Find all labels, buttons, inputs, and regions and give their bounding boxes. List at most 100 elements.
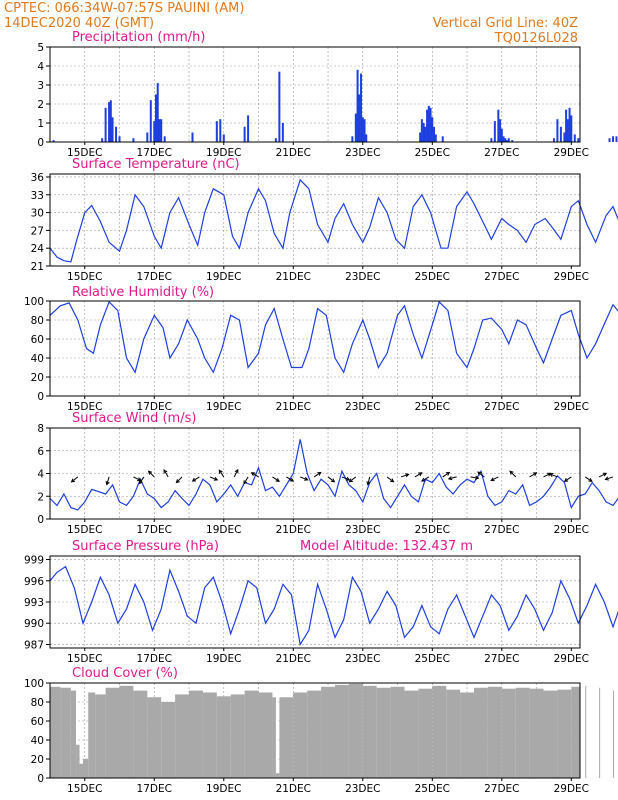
humidity-ytick-label: 20 xyxy=(31,372,44,384)
pressure-ytick-label: 999 xyxy=(24,555,44,567)
cloud-bar xyxy=(362,685,377,778)
cloud-ytick-label: 60 xyxy=(31,716,44,728)
wind-ytick-label: 6 xyxy=(37,446,44,458)
wind-vector xyxy=(529,472,538,478)
cloud-xtick-label: 17DEC xyxy=(137,783,172,795)
precipitation-bar xyxy=(566,119,569,142)
precipitation-bar xyxy=(108,102,111,142)
precipitation-bar xyxy=(163,136,166,142)
precipitation-ytick-label: 2 xyxy=(37,99,44,111)
temperature-xtick-label: 19DEC xyxy=(206,271,241,283)
temperature-panel: Surface Temperature (nC) 21 24 27 30 33 36 15DE… xyxy=(31,157,618,283)
cloud-bar xyxy=(515,687,530,778)
cloud-bar xyxy=(70,690,77,778)
humidity-ytick-label: 100 xyxy=(24,296,44,308)
wind-frame xyxy=(49,427,581,520)
wind-vector xyxy=(218,469,225,478)
temperature-xtick-label: 17DEC xyxy=(137,271,172,283)
pressure-xtick-label: 15DEC xyxy=(67,653,102,665)
temperature-xtick-label: 29DEC xyxy=(554,271,589,283)
cloud-bar xyxy=(119,685,134,778)
precipitation-bar xyxy=(570,115,573,142)
cloud-bar xyxy=(244,690,259,778)
precipitation-bar xyxy=(222,134,225,142)
temperature-xtick-label: 25DEC xyxy=(415,271,450,283)
humidity-line xyxy=(49,300,618,374)
cloud-bar xyxy=(613,690,615,778)
precipitation-bar xyxy=(563,132,566,142)
wind-title: Surface Wind (m/s) xyxy=(72,411,196,426)
wind-vector xyxy=(163,469,169,478)
cloud-bar xyxy=(279,697,294,778)
cloud-bar xyxy=(79,763,84,778)
cloud-xtick-label: 27DEC xyxy=(484,783,519,795)
precipitation-bar xyxy=(422,123,425,142)
cloud-bar xyxy=(334,684,349,778)
cloud-bar xyxy=(599,687,601,778)
wind-ytick-label: 0 xyxy=(37,514,44,526)
humidity-ytick-label: 40 xyxy=(31,353,44,365)
precipitation-bar xyxy=(104,107,107,142)
wind-xtick-label: 17DEC xyxy=(137,524,172,536)
cloud-xtick-label: 21DEC xyxy=(276,783,311,795)
precipitation-bar xyxy=(577,138,580,142)
header-model-id: TQ0126L028 xyxy=(494,31,578,46)
cloud-bar xyxy=(95,694,106,778)
wind-vector xyxy=(133,476,142,482)
precipitation-bar xyxy=(441,136,444,142)
precipitation-bar xyxy=(247,115,250,142)
wind-vector xyxy=(348,476,357,483)
temperature-xtick-label: 27DEC xyxy=(484,271,519,283)
precipitation-ytick-label: 0 xyxy=(37,137,44,149)
cloud-xtick-label: 15DEC xyxy=(67,783,102,795)
precipitation-bar xyxy=(153,121,156,142)
temperature-frame xyxy=(49,173,581,267)
wind-xtick-label: 15DEC xyxy=(67,524,102,536)
precipitation-bar xyxy=(115,126,118,142)
precipitation-bar xyxy=(499,119,502,142)
header-grid-line: Vertical Grid Line: 40Z xyxy=(433,16,578,31)
precipitation-xtick-label: 29DEC xyxy=(554,147,589,159)
precipitation-bar xyxy=(612,136,615,142)
precipitation-frame xyxy=(49,46,581,143)
precipitation-bar xyxy=(431,117,434,142)
pressure-frame xyxy=(49,555,581,649)
cloud-ytick-label: 80 xyxy=(31,697,44,709)
precipitation-xtick-label: 19DEC xyxy=(206,147,241,159)
precipitation-xtick-label: 23DEC xyxy=(345,147,380,159)
temperature-line xyxy=(49,178,618,263)
pressure-ytick-label: 990 xyxy=(24,618,44,630)
pressure-xtick-label: 17DEC xyxy=(137,653,172,665)
humidity-ytick-label: 60 xyxy=(31,334,44,346)
humidity-ytick-label: 80 xyxy=(31,315,44,327)
wind-vector xyxy=(442,471,451,478)
precipitation-bar xyxy=(101,138,104,142)
precipitation-bar xyxy=(426,109,429,142)
temperature-xtick-label: 15DEC xyxy=(67,271,102,283)
cloud-bar xyxy=(585,685,587,778)
cloud-bar xyxy=(474,687,488,778)
wind-xtick-label: 27DEC xyxy=(484,524,519,536)
cloud-bar xyxy=(390,686,405,778)
cloud-ytick-label: 20 xyxy=(31,754,44,766)
cloud-bar xyxy=(418,688,433,778)
pressure-title: Surface Pressure (hPa) xyxy=(72,539,219,554)
wind-xtick-label: 21DEC xyxy=(276,524,311,536)
precipitation-bar xyxy=(365,134,368,142)
precipitation-bar xyxy=(156,83,159,142)
wind-vector xyxy=(414,472,423,478)
precipitation-bar xyxy=(132,138,135,142)
precipitation-ytick-label: 5 xyxy=(37,42,44,54)
precipitation-bar xyxy=(274,138,277,142)
precipitation-bar xyxy=(219,119,222,142)
humidity-xtick-label: 19DEC xyxy=(206,401,241,413)
precipitation-bar xyxy=(565,109,568,142)
precipitation-bar xyxy=(427,105,430,142)
cloud-bar xyxy=(76,744,80,778)
precipitation-ytick-label: 3 xyxy=(37,80,44,92)
wind-ytick-label: 4 xyxy=(37,469,44,481)
wind-vector xyxy=(509,470,517,478)
wind-vector xyxy=(147,470,155,478)
cloud-bar xyxy=(460,692,474,778)
wind-vector xyxy=(470,475,480,480)
